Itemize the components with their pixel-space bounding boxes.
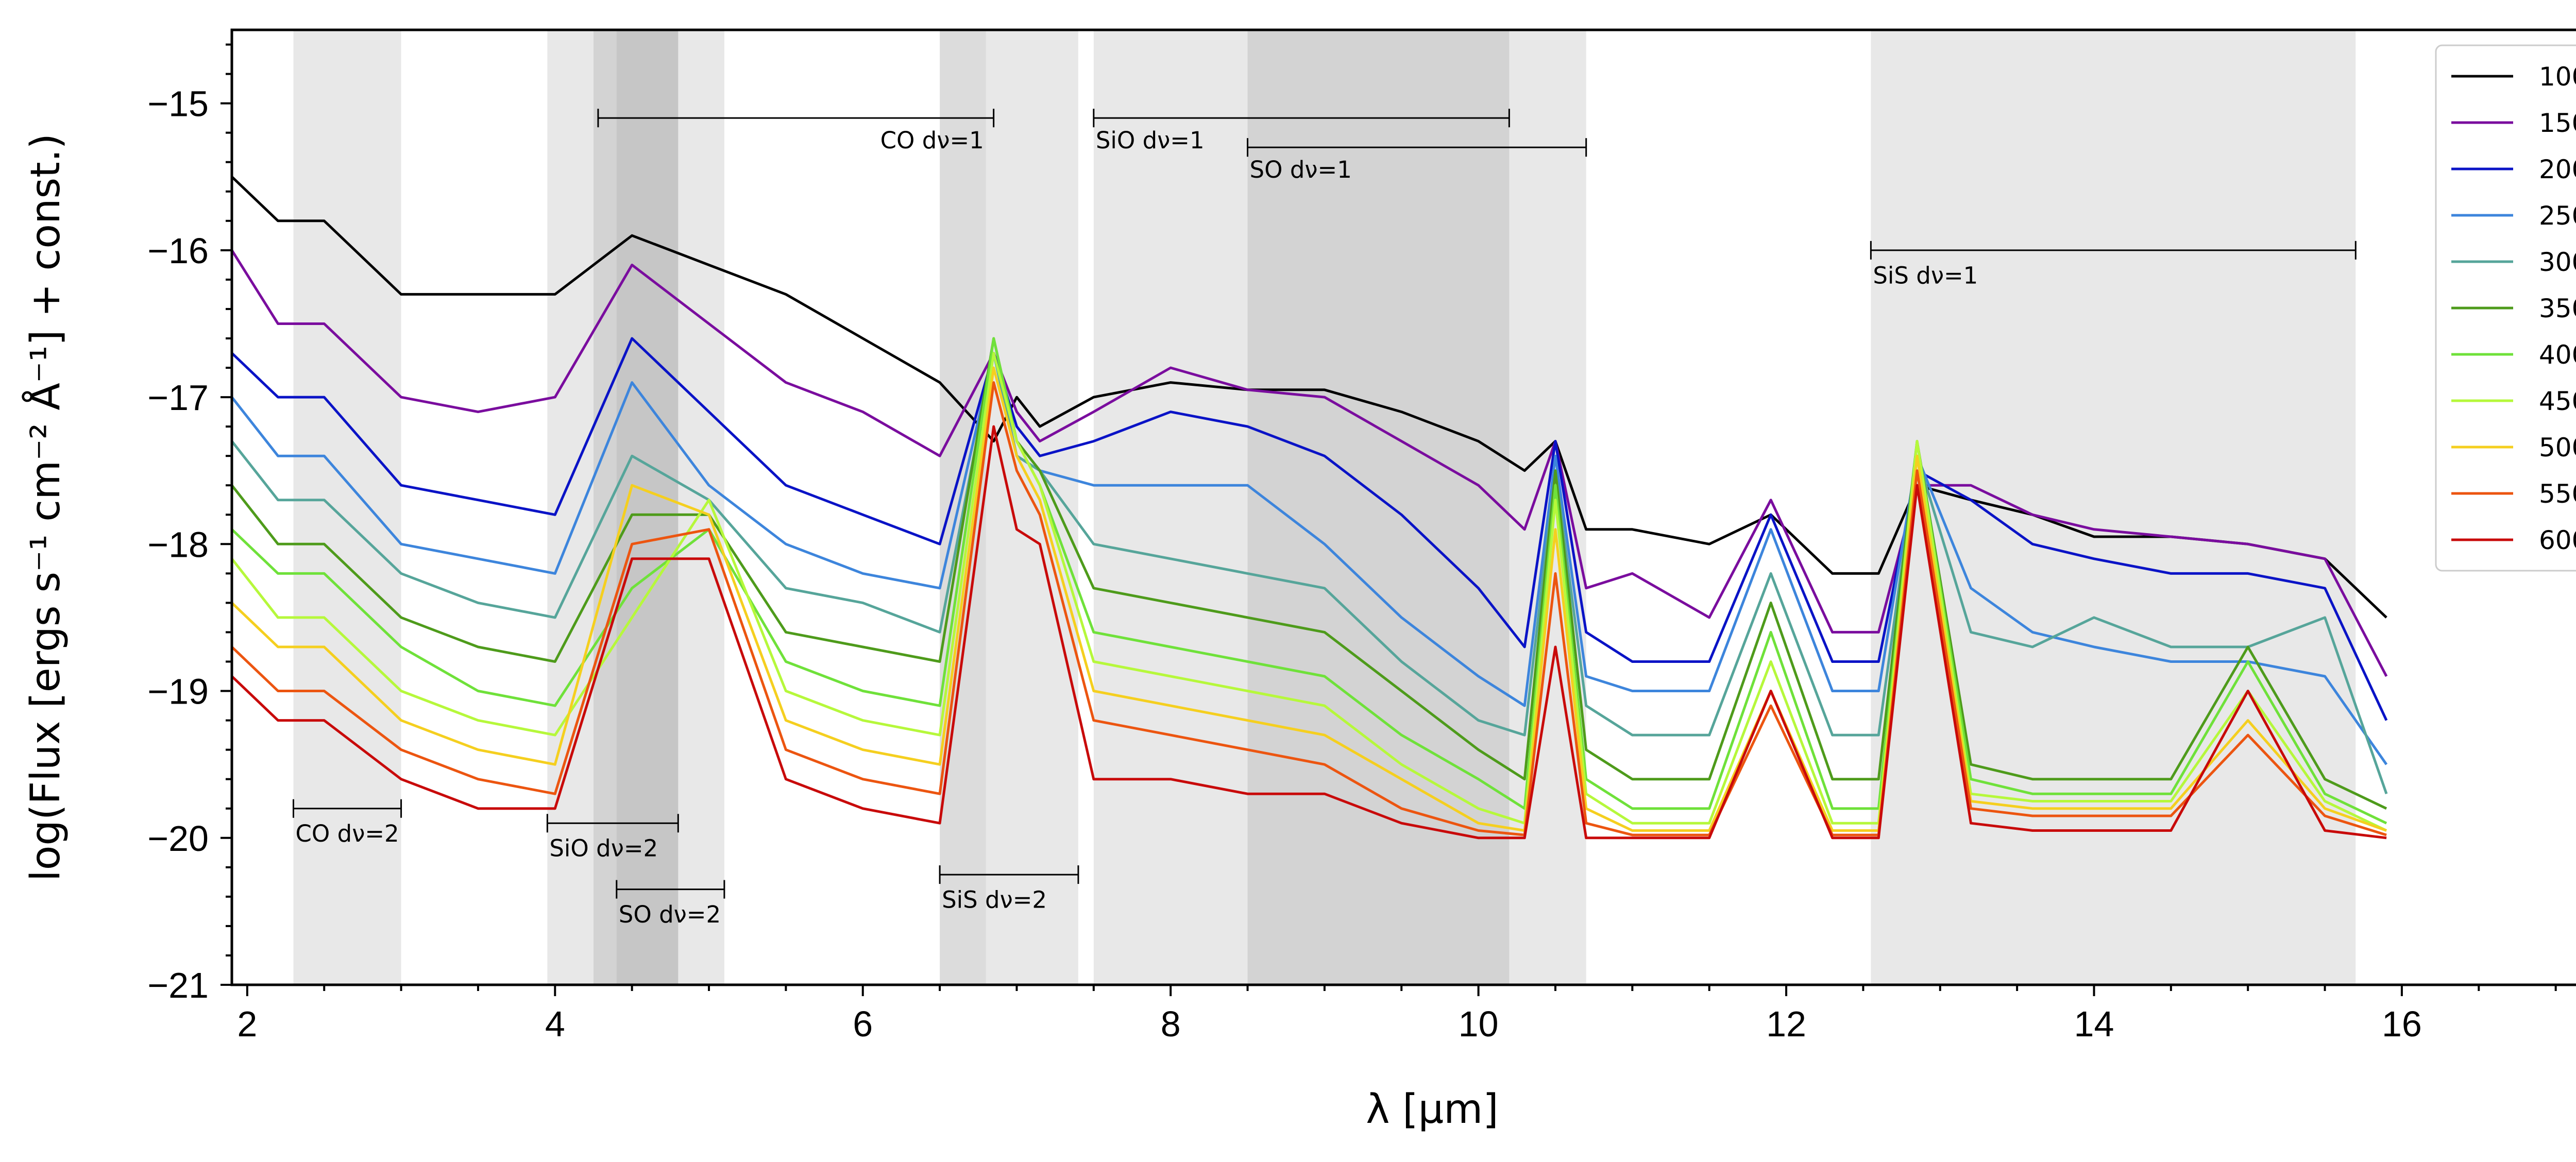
legend: 100 150 200 250 300 350 400 450 500 550 600 — [2435, 44, 2576, 572]
shaded-band — [1871, 30, 2356, 985]
annotation-label: SiO dν=2 — [549, 835, 658, 862]
x-tick-label: 14 — [2074, 1004, 2114, 1044]
series-line-500 — [231, 366, 2387, 832]
x-axis: 2 4 6 8 10 12 14 16 — [237, 985, 2557, 1044]
annotation-label: SiO dν=1 — [1096, 127, 1205, 154]
band-annotations: CO dν=1 SiO dν=1 SO dν=1 SiS dν=1 CO dν=2 SiO… — [292, 109, 2357, 928]
series-line-100 — [231, 176, 2387, 619]
series-line-450 — [231, 352, 2387, 832]
series-lines — [230, 176, 2388, 840]
series-line-600 — [231, 425, 2387, 840]
legend-label-600: 600 — [2539, 525, 2576, 555]
y-tick-label: −15 — [147, 84, 209, 124]
annotation-label: SiS dν=2 — [942, 886, 1047, 914]
x-axis-label: λ [μm] — [1366, 1086, 1498, 1133]
y-tick-label: −21 — [147, 965, 209, 1005]
legend-label-300: 300 — [2539, 247, 2576, 277]
legend-label-250: 250 — [2539, 201, 2576, 231]
series-line-300 — [231, 352, 2388, 795]
legend-label-100: 100 — [2539, 62, 2576, 92]
annotation-label: SO dν=1 — [1250, 156, 1352, 183]
shaded-band — [1093, 30, 1510, 985]
x-tick-label: 6 — [853, 1004, 873, 1044]
x-tick-label: 2 — [237, 1004, 257, 1044]
series-line-550 — [231, 381, 2387, 836]
legend-label-400: 400 — [2539, 340, 2576, 370]
x-tick-label: 8 — [1161, 1004, 1181, 1044]
y-tick-label: −16 — [147, 231, 209, 271]
legend-label-500: 500 — [2539, 433, 2576, 463]
y-tick-label: −20 — [147, 818, 209, 859]
annotation-label: SiS dν=1 — [1873, 262, 1978, 289]
y-tick-label: −17 — [147, 378, 209, 418]
annotation-label: CO dν=2 — [295, 820, 399, 847]
legend-label-150: 150 — [2539, 108, 2576, 138]
series-line-400 — [231, 337, 2387, 825]
annotation-label: CO dν=1 — [880, 127, 984, 154]
series-line-200 — [231, 337, 2388, 721]
x-tick-label: 4 — [545, 1004, 565, 1044]
shaded-band — [593, 30, 724, 985]
legend-label-450: 450 — [2539, 386, 2576, 416]
series-line-250 — [231, 352, 2388, 765]
x-tick-label: 16 — [2382, 1004, 2422, 1044]
legend-label-350: 350 — [2539, 294, 2576, 323]
legend-label-550: 550 — [2539, 479, 2576, 509]
y-tick-label: −19 — [147, 672, 209, 712]
legend-label-200: 200 — [2539, 155, 2576, 184]
y-axis-label: log(Flux [ergs s⁻¹ cm⁻² Å⁻¹] + const.) — [22, 133, 69, 881]
x-tick-label: 12 — [1766, 1004, 1806, 1044]
plot-frame — [230, 28, 2576, 986]
shaded-band — [293, 30, 401, 985]
series-line-350 — [231, 337, 2387, 810]
y-tick-label: −18 — [147, 524, 209, 565]
annotation-label: SO dν=2 — [619, 901, 721, 928]
y-axis: −21 −20 −19 −18 −17 −16 −15 — [147, 43, 232, 1005]
shaded-band — [547, 30, 679, 985]
series-line-150 — [230, 249, 2388, 677]
x-tick-label: 10 — [1459, 1004, 1499, 1044]
